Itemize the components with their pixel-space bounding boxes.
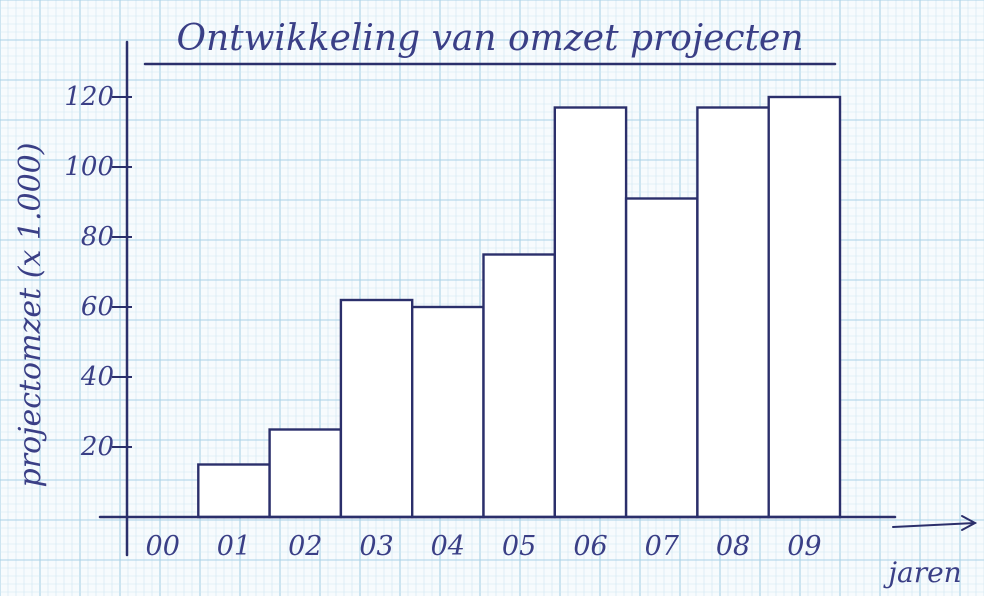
bar-06 — [553, 106, 628, 519]
x-tick-label: 05 — [502, 531, 536, 562]
x-tick-label: 04 — [431, 531, 465, 562]
x-tick-label: 01 — [217, 531, 251, 562]
bar-03 — [339, 298, 414, 519]
y-tick-label: 100 — [64, 152, 114, 182]
x-axis-arrow-head — [961, 515, 978, 531]
bar-08 — [696, 106, 770, 519]
bar-04 — [411, 305, 485, 519]
x-tick-label: 02 — [288, 531, 322, 562]
y-axis-label: projectomzet (x 1.000) — [13, 143, 48, 488]
y-tick-label: 20 — [80, 432, 114, 462]
y-tick-label: 80 — [81, 222, 114, 252]
x-tick-label: 00 — [146, 531, 180, 562]
y-tick-label: 40 — [80, 362, 114, 392]
x-tick-label: 06 — [573, 531, 607, 562]
y-tick-label: 60 — [81, 292, 114, 322]
chart-title: Ontwikkeling van omzet projecten — [176, 18, 803, 59]
y-tick-label: 120 — [64, 82, 114, 112]
x-axis-label: jaren — [882, 556, 961, 589]
y-ticks-group: 20 40 60 80 100 120 — [64, 82, 132, 462]
bar-09 — [767, 95, 842, 519]
bar-02 — [268, 428, 343, 519]
x-tick-label: 09 — [787, 531, 821, 562]
x-tick-label: 03 — [359, 531, 393, 562]
bar-01 — [197, 463, 271, 519]
x-axis-arrow-shaft — [892, 522, 976, 528]
x-tick-label: 08 — [716, 531, 750, 562]
bars-group — [197, 95, 842, 519]
x-tick-label: 07 — [645, 531, 680, 562]
bar-05 — [482, 253, 557, 519]
x-ticks-group: 00 01 02 03 04 05 06 07 08 09 — [146, 531, 822, 562]
bar-07 — [624, 197, 699, 519]
